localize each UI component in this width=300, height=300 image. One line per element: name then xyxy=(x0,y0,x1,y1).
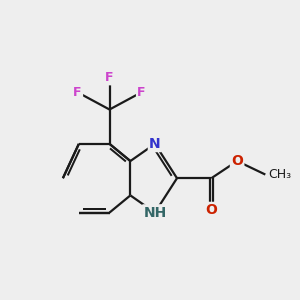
Text: CH₃: CH₃ xyxy=(268,168,291,181)
Text: F: F xyxy=(137,86,146,99)
Text: O: O xyxy=(231,154,243,168)
Text: F: F xyxy=(74,86,82,99)
Text: N: N xyxy=(149,137,161,151)
Text: NH: NH xyxy=(143,206,167,220)
Text: F: F xyxy=(105,71,114,84)
Text: O: O xyxy=(206,203,217,217)
